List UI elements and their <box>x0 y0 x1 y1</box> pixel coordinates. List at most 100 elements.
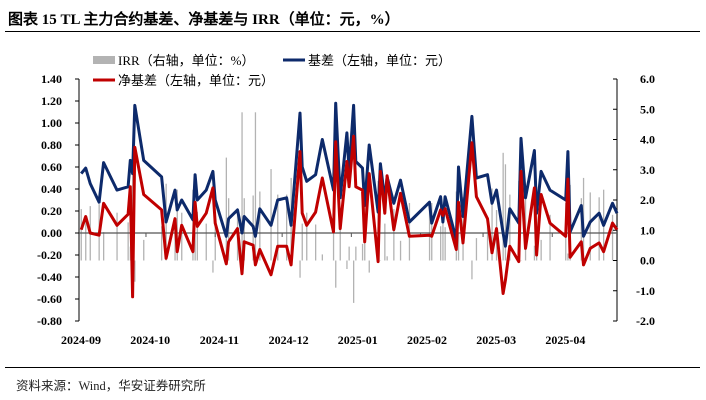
irr-bar <box>475 238 478 261</box>
irr-bar <box>348 246 350 261</box>
irr-bar <box>301 223 303 261</box>
axes: 1.40 1.20 1.00 0.80 0.60 0.40 0.20 0.00 -0.20 -0.… <box>37 72 655 347</box>
irr-bar <box>116 212 118 261</box>
irr-bar <box>196 211 198 261</box>
irr-bar <box>533 245 536 261</box>
irr-bar <box>181 212 183 261</box>
irr-bar <box>161 226 163 261</box>
x-tick-label: 2025-02 <box>407 333 447 347</box>
irr-bar <box>306 212 308 261</box>
right-tick-label: 4.0 <box>640 133 655 147</box>
right-tick-label: 5.0 <box>640 102 655 116</box>
irr-bar <box>315 224 317 261</box>
irr-bar <box>502 152 504 261</box>
irr-bar <box>580 198 582 261</box>
right-tick-label: 1.0 <box>640 223 655 237</box>
legend-label: IRR（右轴，单位：%） <box>118 53 255 68</box>
irr-bar <box>361 243 364 261</box>
right-tick-label: -1.0 <box>636 284 655 298</box>
right-tick-label: -2.0 <box>636 314 655 328</box>
irr-bar <box>85 220 87 261</box>
irr-bar <box>332 207 335 261</box>
left-tick-label: 1.40 <box>41 72 62 86</box>
irr-bar <box>611 214 614 261</box>
legend: IRR（右轴，单位：%） 基差（左轴，单位：元） 净基差（左轴，单位：元） <box>93 53 451 88</box>
x-tick-label: 2024-12 <box>269 333 309 347</box>
irr-bar <box>299 260 301 278</box>
x-tick-label: 2025-03 <box>476 333 516 347</box>
irr-bar <box>212 260 214 273</box>
left-tick-label: 1.00 <box>41 116 62 130</box>
net-basis-line <box>79 134 619 299</box>
x-tick-label: 2024-11 <box>200 333 239 347</box>
irr-bar <box>259 191 261 261</box>
irr-bar <box>589 192 591 261</box>
left-tick-label: 0.80 <box>41 138 62 152</box>
irr-bar <box>241 112 243 261</box>
legend-swatch-irr <box>93 56 115 64</box>
irr-bar <box>225 157 227 261</box>
irr-bar <box>80 209 82 261</box>
irr-bar <box>491 188 493 261</box>
irr-bar <box>393 209 395 261</box>
irr-bar <box>214 214 216 261</box>
irr-bar <box>567 253 569 261</box>
irr-bar <box>386 256 388 261</box>
legend-label: 净基差（左轴，单位：元） <box>118 73 274 88</box>
irr-bar <box>444 227 446 261</box>
x-tick-label: 2024-10 <box>130 333 170 347</box>
right-tick-label: 2.0 <box>640 193 655 207</box>
x-tick-label: 2024-09 <box>61 333 101 347</box>
x-tick-label: 2025-04 <box>545 333 585 347</box>
irr-bar <box>471 260 473 280</box>
left-tick-label: -0.20 <box>37 248 62 262</box>
irr-bar <box>270 169 272 261</box>
right-tick-label: 3.0 <box>640 163 655 177</box>
irr-bar <box>384 223 386 261</box>
irr-bar <box>339 210 341 261</box>
irr-bar <box>509 194 511 261</box>
irr-bar <box>143 239 145 261</box>
irr-bar <box>277 194 279 261</box>
left-tick-label: 0.60 <box>41 160 62 174</box>
source-divider <box>5 367 700 368</box>
irr-bar <box>127 222 129 261</box>
irr-bar <box>457 233 460 261</box>
irr-bar <box>243 198 245 261</box>
left-tick-label: 0.20 <box>41 204 62 218</box>
irr-bar <box>321 254 323 261</box>
legend-label: 基差（左轴，单位：元） <box>308 53 451 68</box>
irr-bar <box>442 221 444 261</box>
irr-bar <box>176 189 178 261</box>
irr-bar <box>335 260 337 288</box>
irr-bar <box>205 223 207 261</box>
irr-bar <box>504 164 507 261</box>
series-lines <box>79 101 619 299</box>
right-tick-label: 0.0 <box>640 254 655 268</box>
irr-bar <box>254 112 257 261</box>
irr-bar <box>286 194 288 261</box>
left-tick-label: 0.00 <box>41 226 62 240</box>
source-note: 资料来源：Wind，华安证券研究所 <box>16 379 206 393</box>
left-tick-label: 0.40 <box>41 182 62 196</box>
irr-bar <box>540 239 542 261</box>
irr-bar <box>194 233 196 261</box>
irr-bar <box>399 240 402 261</box>
irr-bar <box>353 260 355 303</box>
irr-bar <box>549 214 551 261</box>
left-tick-label: -0.40 <box>37 270 62 284</box>
irr-bar <box>103 232 105 261</box>
left-tick-label: -0.60 <box>37 292 62 306</box>
irr-bar <box>440 226 442 261</box>
basis-line <box>80 101 619 248</box>
irr-bar <box>355 246 357 261</box>
x-tick-label: 2025-01 <box>338 333 378 347</box>
irr-bar <box>368 260 370 273</box>
irr-bar <box>346 260 348 269</box>
irr-bar <box>134 260 136 282</box>
right-tick-label: 6.0 <box>640 72 655 86</box>
irr-bar <box>486 218 489 261</box>
title-divider <box>5 31 700 32</box>
irr-bar <box>598 197 600 261</box>
